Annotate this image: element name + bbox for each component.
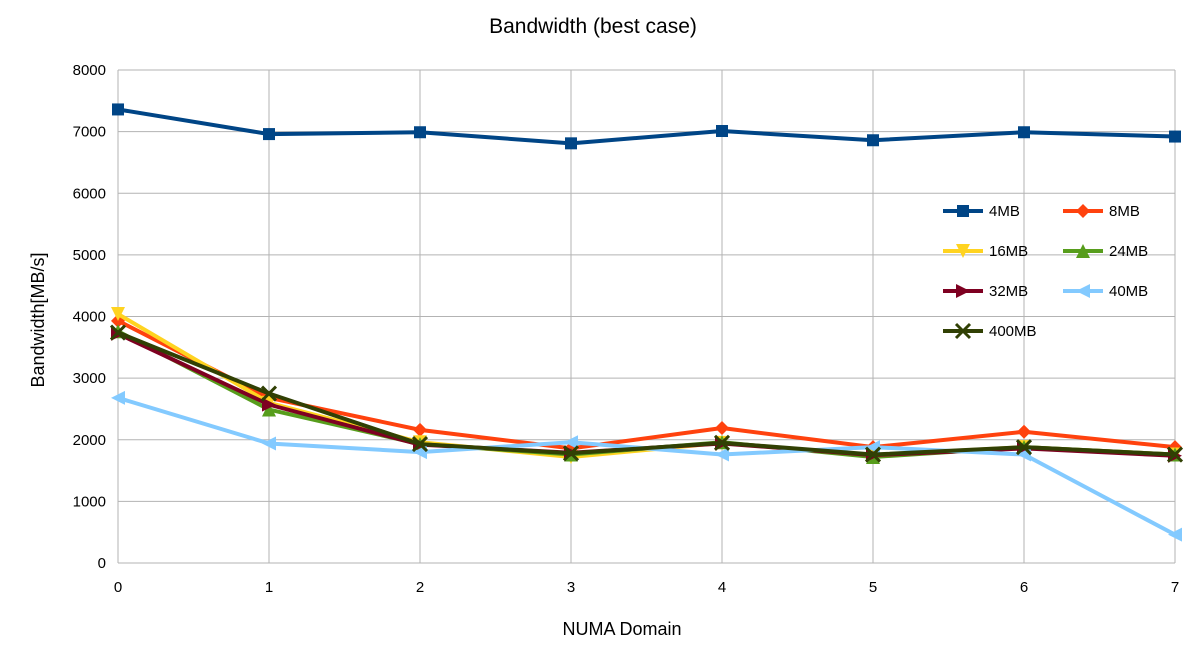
series-lines [109, 103, 1184, 542]
legend: 4MB 8MB 16MB 24MB 32MB 40MB 400MB [943, 203, 1148, 340]
y-tick-label: 4000 [73, 309, 106, 326]
legend-item: 4MB [943, 203, 1020, 220]
series-line [117, 107, 1176, 146]
data-point [109, 324, 127, 341]
x-tick-label: 6 [1020, 579, 1028, 596]
data-point [864, 446, 882, 463]
legend-label: 16MB [989, 243, 1028, 260]
data-point [260, 385, 278, 402]
tick-labels: 0 1000 2000 3000 4000 5000 6000 7000 8000 0 1 2 3 4 5 6… [73, 62, 1180, 596]
data-point [1018, 126, 1030, 139]
data-point [262, 397, 276, 412]
legend-marker [957, 205, 969, 217]
data-point [263, 128, 275, 141]
x-tick-label: 7 [1171, 579, 1179, 596]
y-tick-label: 1000 [73, 493, 106, 510]
x-axis-label: NUMA Domain [562, 619, 681, 639]
x-tick-label: 4 [718, 579, 726, 596]
y-axis-label: Bandwidth[MB/s] [28, 252, 48, 387]
chart-title: Bandwidth (best case) [489, 15, 697, 38]
data-point [262, 436, 276, 451]
legend-item: 16MB [943, 243, 1028, 260]
legend-marker [1076, 204, 1090, 218]
legend-marker [954, 322, 972, 340]
x-tick-label: 5 [869, 579, 877, 596]
legend-item: 400MB [943, 322, 1037, 340]
y-tick-label: 7000 [73, 124, 106, 141]
data-point [713, 434, 731, 451]
data-point [564, 435, 578, 450]
legend-label: 40MB [1109, 283, 1148, 300]
x-tick-label: 3 [567, 579, 575, 596]
legend-item: 40MB [1063, 283, 1148, 300]
grid [117, 69, 1176, 564]
y-tick-label: 5000 [73, 247, 106, 264]
data-point [1169, 130, 1181, 143]
data-point [111, 307, 125, 322]
legend-marker [956, 244, 970, 258]
data-point [715, 421, 729, 436]
data-point [562, 445, 580, 462]
legend-label: 400MB [989, 323, 1037, 340]
data-point [1017, 424, 1031, 439]
data-point [411, 436, 429, 453]
y-tick-label: 0 [98, 555, 106, 572]
legend-item: 8MB [1063, 203, 1140, 220]
series-line [117, 330, 1176, 457]
y-tick-label: 6000 [73, 185, 106, 202]
legend-item: 24MB [1063, 243, 1148, 260]
y-tick-label: 8000 [73, 62, 106, 79]
data-point [1015, 439, 1033, 456]
x-tick-label: 2 [416, 579, 424, 596]
y-tick-label: 2000 [73, 432, 106, 449]
data-point [1168, 527, 1182, 542]
legend-label: 4MB [989, 203, 1020, 220]
series-400MB [109, 324, 1184, 463]
legend-label: 24MB [1109, 243, 1148, 260]
data-point [112, 103, 124, 116]
series-line [117, 395, 1176, 537]
legend-marker [1076, 284, 1090, 298]
x-tick-label: 1 [265, 579, 273, 596]
data-point [111, 390, 125, 405]
x-tick-label: 0 [114, 579, 122, 596]
series-4MB [112, 103, 1181, 150]
data-point [413, 422, 427, 437]
data-point [414, 126, 426, 139]
data-point [867, 134, 879, 147]
data-point [1166, 446, 1184, 463]
y-tick-label: 3000 [73, 370, 106, 387]
data-point [716, 125, 728, 138]
data-point [715, 447, 729, 462]
data-point [262, 402, 276, 417]
data-point [565, 137, 577, 150]
legend-item: 32MB [943, 283, 1028, 300]
legend-label: 8MB [1109, 203, 1140, 220]
legend-marker [956, 284, 970, 298]
legend-marker [1076, 244, 1090, 258]
legend-label: 32MB [989, 283, 1028, 300]
